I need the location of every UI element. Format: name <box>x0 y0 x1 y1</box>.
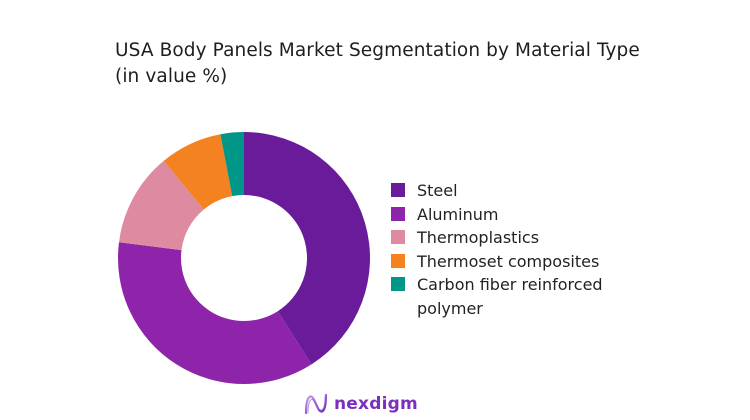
legend-label: Thermoplastics <box>417 228 540 247</box>
donut-slice-steel <box>244 132 371 365</box>
legend-label: Thermoset composites <box>417 251 600 271</box>
chart-title-line2: (in value %) <box>115 66 228 87</box>
legend-swatch <box>391 230 405 244</box>
legend-swatch <box>391 206 405 221</box>
legend-swatch <box>391 183 405 197</box>
donut-slice-thermoplastics <box>118 160 204 251</box>
legend-label: Steel <box>417 181 458 200</box>
logo-text: nexdigm <box>334 394 418 414</box>
legend-swatch <box>391 253 405 268</box>
legend-label: Aluminum <box>417 204 499 224</box>
legend-label: Carbon fiber reinforced <box>417 275 603 294</box>
nexdigm-logo: nexdigm <box>304 392 418 416</box>
legend-swatch <box>391 277 405 291</box>
chart-title-line1: USA Body Panels Market Segmentation by M… <box>115 40 640 61</box>
donut-slice-carbon-fiber-reinforced-polymer <box>220 132 244 197</box>
chart-title: USA Body Panels Market Segmentation by M… <box>115 38 640 90</box>
donut-slice-thermoset-composites <box>163 134 233 210</box>
wave-n-icon <box>304 393 328 415</box>
donut-slice-aluminum <box>118 242 312 385</box>
legend-label: polymer <box>417 298 483 318</box>
